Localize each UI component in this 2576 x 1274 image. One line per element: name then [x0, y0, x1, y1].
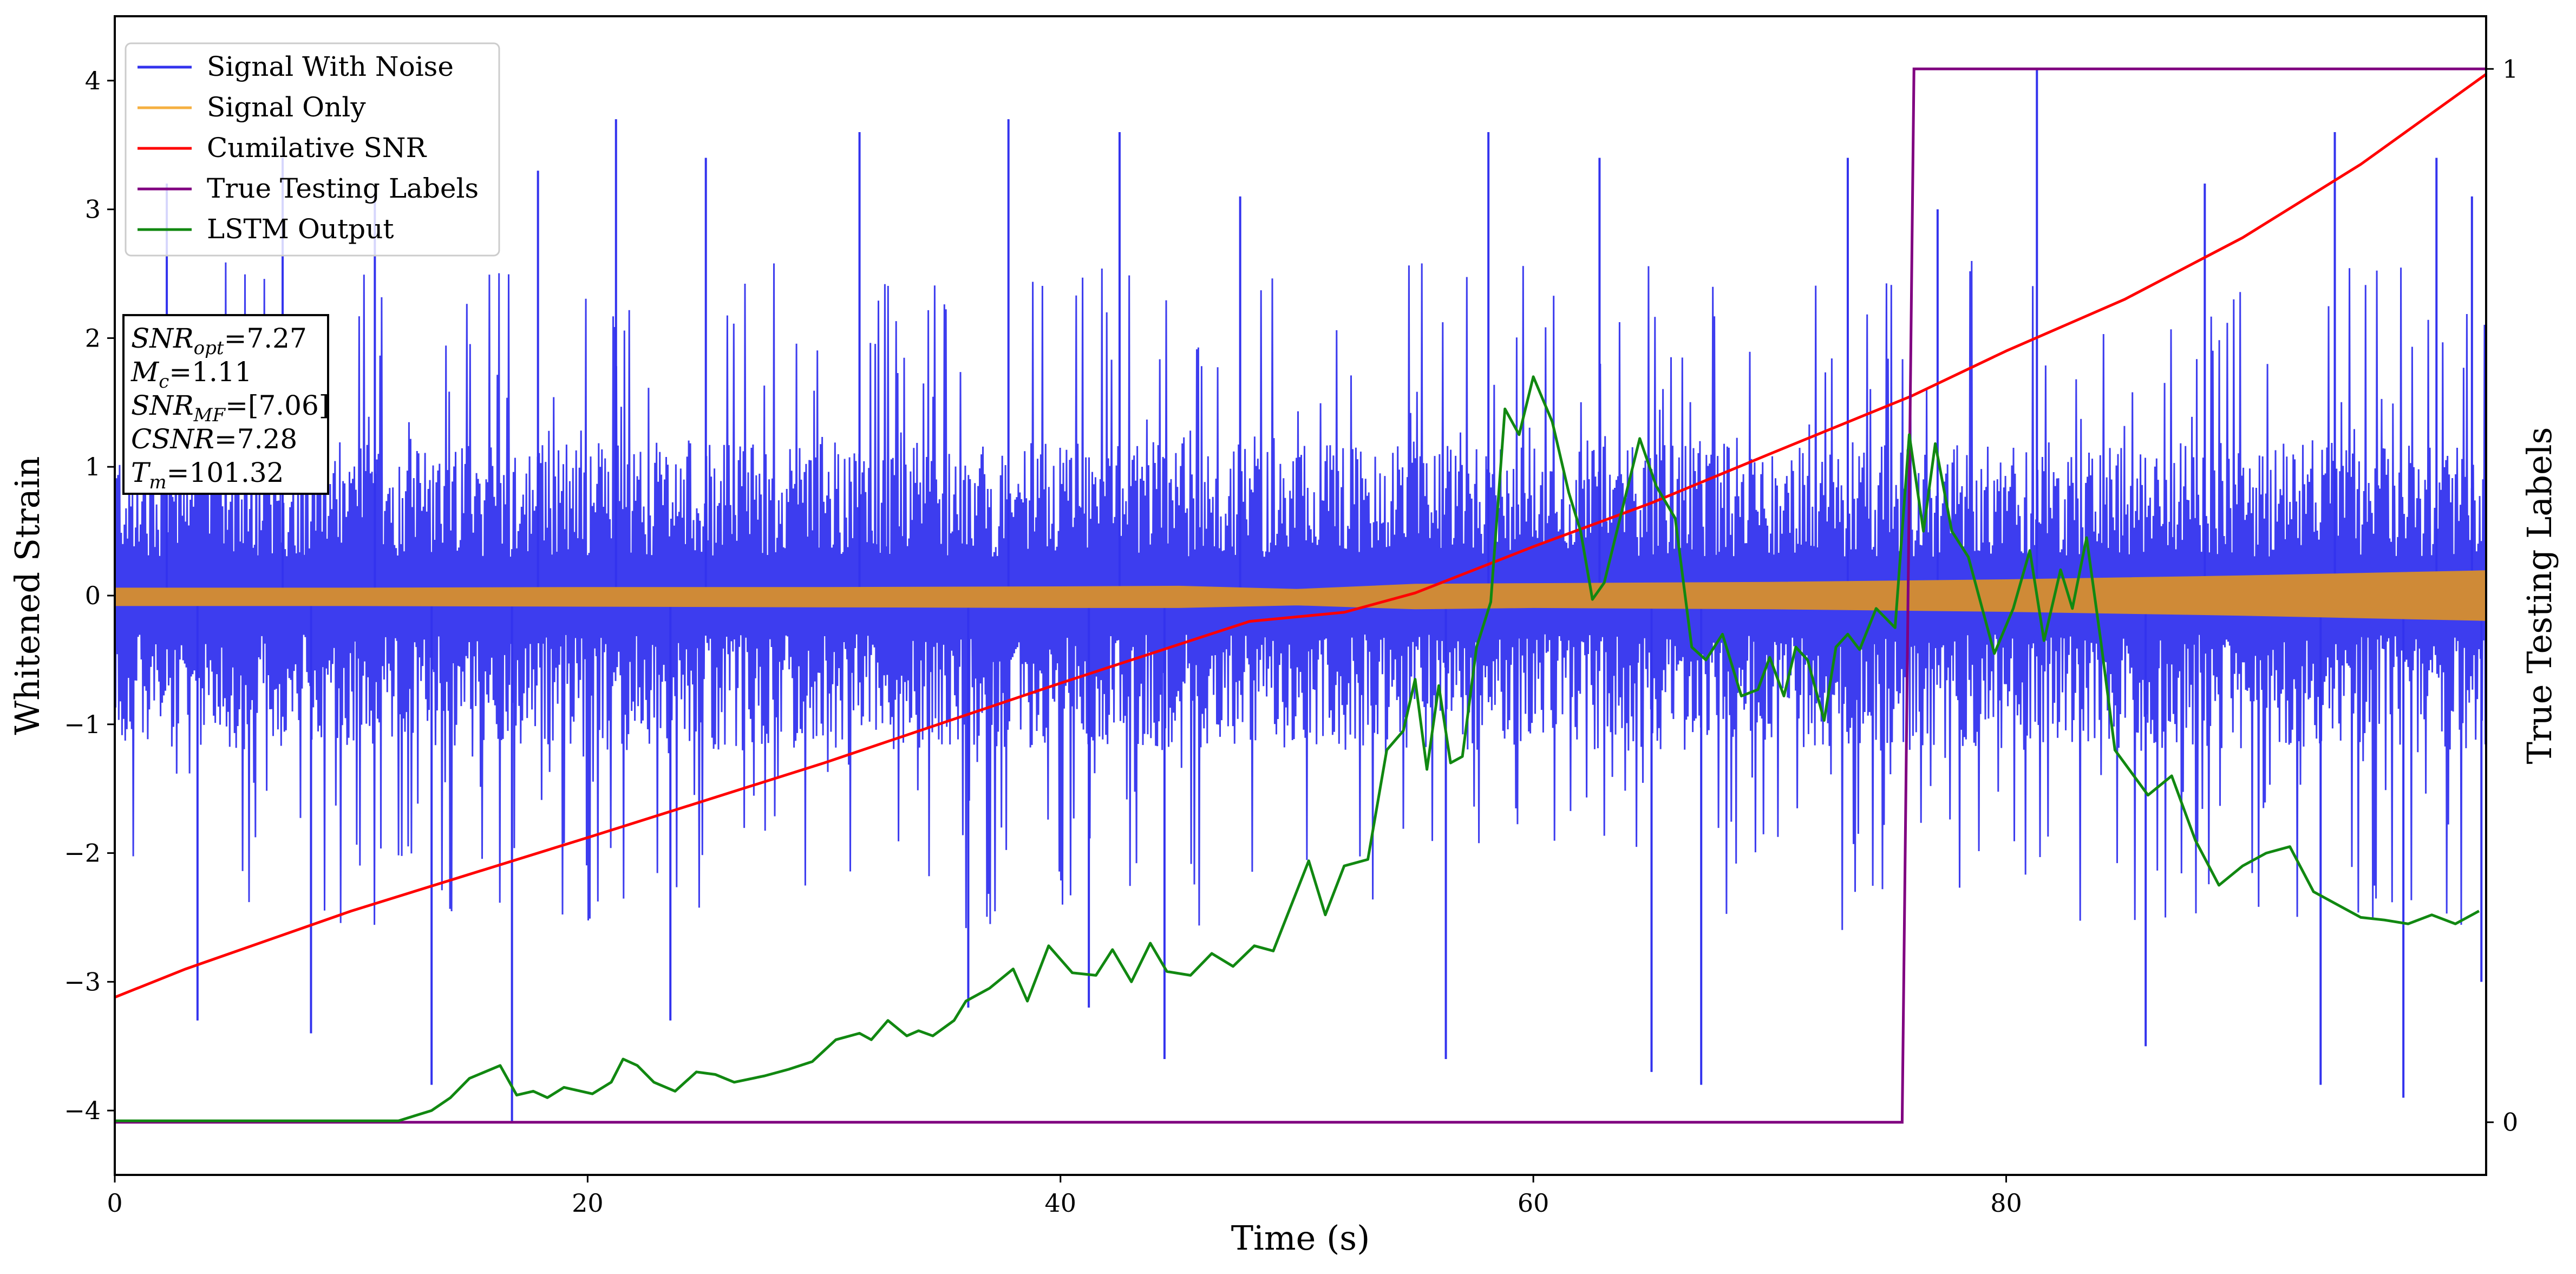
x-tick-label: 20 [572, 1188, 604, 1218]
lstm-output-line [115, 375, 2480, 1122]
y2-tick-label: 1 [2502, 54, 2518, 83]
annotation-var: SNR [131, 323, 194, 354]
x-tick-label: 0 [107, 1188, 122, 1218]
annotation-box: SNRopt=7.27Mc=1.11SNRMF=[7.06]CSNR=7.28T… [122, 314, 329, 495]
annotation-var: SNR [131, 390, 194, 421]
y-tick-label: −3 [64, 967, 101, 996]
annotation-line: Tm=101.32 [131, 457, 284, 493]
series-signal-with-noise [115, 68, 2486, 1123]
cumilative-snr-line [115, 73, 2486, 999]
legend-label: LSTM Output [207, 213, 394, 245]
legend-label: Signal With Noise [207, 51, 454, 82]
series-lstm-output [115, 375, 2480, 1122]
annotation-var: M [130, 356, 160, 388]
annotation-sub: opt [194, 337, 224, 359]
annotation-value: =1.11 [169, 356, 252, 388]
x-axis-title: Time (s) [1231, 1218, 1370, 1258]
y-axis-title: Whitened Strain [8, 456, 47, 735]
annotation-line: Mc=1.11 [130, 356, 252, 393]
annotation-frame [122, 314, 329, 495]
x-axis: 0 20 40 60 80 [107, 1175, 2022, 1218]
y-axis-right: 01 [2486, 54, 2518, 1137]
series-signal-only [115, 570, 2486, 621]
annotation-value: =7.27 [224, 323, 307, 354]
annotation-value: =7.28 [214, 423, 297, 455]
annotation-sub: MF [193, 404, 226, 426]
annotation-var: T [131, 457, 151, 488]
legend-label: True Testing Labels [207, 173, 479, 204]
annotation-sub: m [149, 472, 166, 493]
y-tick-label: 1 [85, 452, 101, 481]
signal-only-band [115, 570, 2486, 621]
x-tick-label: 40 [1044, 1188, 1076, 1218]
annotation-sub: c [159, 371, 169, 393]
y2-axis-title: True Testing Labels [2520, 427, 2559, 765]
y-tick-label: 2 [85, 323, 101, 352]
true-testing-labels-line [115, 67, 2486, 1124]
y-tick-label: −1 [64, 710, 101, 739]
annotation-value: =[7.06] [225, 390, 329, 421]
x-tick-label: 60 [1518, 1188, 1549, 1218]
annotation-value: =101.32 [167, 457, 284, 488]
y-axis-left: −4 −3 −2 −1 0 1 2 3 4 [64, 66, 115, 1125]
legend-frame [125, 42, 500, 257]
plot-area [115, 67, 2486, 1124]
annotation-line: SNRMF=[7.06] [131, 390, 329, 426]
annotation-line: CSNR=7.28 [131, 423, 297, 455]
legend-label: Cumilative SNR [207, 132, 427, 164]
legend: Signal With Noise Signal Only Cumilative S… [125, 42, 500, 257]
y-tick-label: 4 [85, 66, 101, 95]
series-true-testing-labels [115, 67, 2486, 1124]
y-tick-label: 0 [85, 581, 101, 610]
y-tick-label: 3 [85, 195, 101, 224]
annotation-var: CSNR [131, 423, 214, 455]
y2-tick-label: 0 [2502, 1108, 2518, 1137]
x-tick-label: 80 [1990, 1188, 2022, 1218]
y-tick-label: −4 [64, 1096, 101, 1125]
annotation-line: SNRopt=7.27 [131, 323, 307, 359]
y-tick-label: −2 [64, 839, 101, 868]
legend-label: Signal Only [207, 92, 366, 123]
series-cumilative-snr [115, 73, 2486, 999]
